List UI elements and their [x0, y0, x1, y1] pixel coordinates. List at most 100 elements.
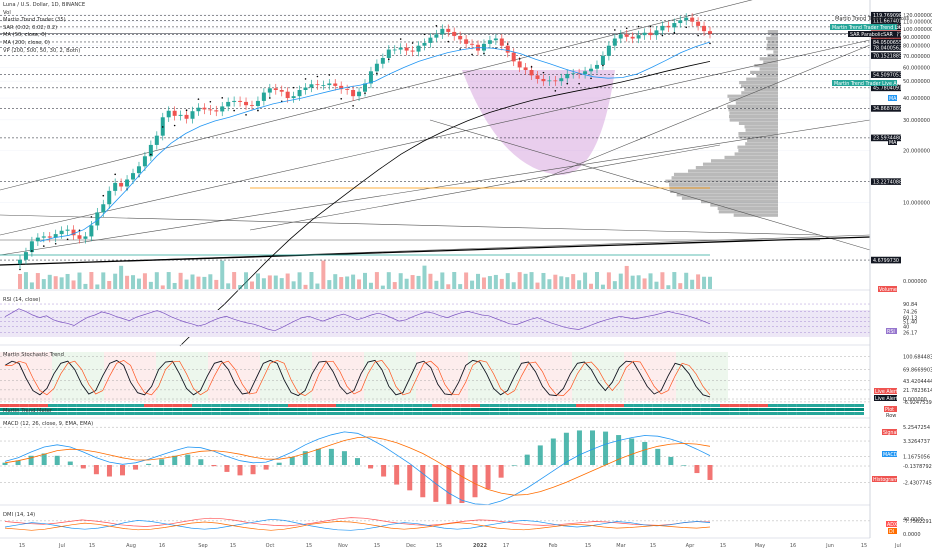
meter-cell [787, 408, 797, 411]
stoch-bg-band [364, 352, 416, 401]
meter-cell [797, 404, 807, 407]
macd-hist-bar [224, 465, 229, 472]
candle-body [672, 23, 676, 27]
macd-hist-bar [94, 465, 99, 474]
price-axis-label: 40.000000 [903, 96, 930, 102]
candle-body [583, 71, 587, 74]
time-axis-label: Feb [549, 543, 558, 549]
meter-cell [605, 408, 615, 411]
macd-hist-bar [198, 459, 203, 465]
sar-dot [685, 26, 687, 28]
candle-body [553, 80, 557, 81]
meter-cell [221, 408, 231, 411]
sar-dot [305, 78, 307, 80]
meter-cell [826, 404, 836, 407]
volume-bar [333, 274, 337, 289]
candle-body [494, 39, 498, 41]
volume-bar [54, 276, 58, 289]
price-tag: 4.6799730 [873, 258, 899, 264]
stoch-bg-band [312, 352, 364, 401]
candle-body [119, 183, 123, 187]
time-axis-label: Dec [406, 543, 416, 549]
volume-bar [660, 272, 664, 289]
legend-item-vol[interactable]: Vol [3, 10, 85, 18]
time-axis-label: 15 [436, 543, 442, 549]
candle-body [101, 204, 105, 212]
price-tag: 23.5934480 [873, 136, 902, 142]
meter-cell [115, 404, 125, 407]
candle-body [488, 40, 492, 44]
time-axis-label: 15 [650, 543, 656, 549]
meter-cell [442, 404, 452, 407]
meter-cell [662, 408, 672, 411]
candle-body [131, 173, 135, 179]
meter-cell [624, 412, 634, 415]
volume-bar [191, 274, 195, 289]
candle-body [458, 36, 462, 39]
macd-pane-label[interactable]: MACD (12, 26, close, 9, EMA, EMA) [3, 421, 93, 427]
rsi-pane-label[interactable]: RSI (14, close) [3, 297, 40, 303]
volume-bar [589, 284, 593, 289]
vp-bar [682, 197, 778, 200]
volume-bar [446, 284, 450, 289]
vp-bar [736, 101, 778, 104]
macd-hist-bar [107, 465, 112, 477]
macd-hist-bar [251, 465, 256, 474]
meter-cell [58, 412, 68, 415]
stoch-axis-label: 21.7823614 [903, 388, 932, 394]
meter-cell [250, 408, 260, 411]
meter-cell [518, 404, 528, 407]
stoch-pane-label[interactable]: Martin Stochastic Trend [3, 352, 64, 358]
candle-body [613, 39, 617, 46]
vp-bar [750, 71, 778, 74]
rsi-tag: RSI [887, 329, 895, 335]
vp-bar [746, 129, 778, 132]
meter-cell [86, 408, 96, 411]
meter-cell [144, 412, 154, 415]
legend-item-ma50[interactable]: MA (50, close, 0) [3, 32, 85, 40]
dmi-axis-label: 0.0000 [903, 532, 921, 538]
meter-cell [298, 412, 308, 415]
sar-dot [578, 83, 580, 85]
meter-cell [576, 408, 586, 411]
meter-cell [134, 412, 144, 415]
meter-cell [518, 412, 528, 415]
meter-cell [672, 412, 682, 415]
meter-cell [624, 404, 634, 407]
volume-bar [393, 282, 397, 289]
legend-item-sar[interactable]: SAR (0.02, 0.02, 0.2) [3, 25, 85, 33]
sar-dot [329, 74, 331, 76]
legend-item-vp[interactable]: VP (200, 500, 50, 30, 2, Both) [3, 48, 85, 56]
meter-cell [96, 408, 106, 411]
time-axis-label: 15 [89, 543, 95, 549]
sar-dot [412, 42, 414, 44]
sar-dot [91, 216, 93, 218]
macd-hist-bar [642, 442, 647, 465]
volume-bar [214, 280, 218, 289]
dmi-pane-label[interactable]: DMI (14, 14) [3, 512, 35, 518]
stoch-bg-band [0, 352, 52, 401]
price-axis-label: 0.000000 [903, 279, 927, 285]
legend-item-mtt[interactable]: Martin Trend Trader (35) [3, 17, 85, 25]
vp-bar [672, 176, 778, 179]
meter-cell [586, 408, 596, 411]
candle-body [357, 92, 361, 96]
meter-cell [211, 412, 221, 415]
meter-cell [710, 408, 720, 411]
meter-cell [221, 404, 231, 407]
legend-item-ma200[interactable]: MA (200, close, 0) [3, 40, 85, 48]
stoch-bg-band [416, 352, 468, 401]
candle-body [18, 260, 22, 264]
volume-bar [637, 275, 641, 289]
macd-hist-bar [146, 464, 151, 465]
volume-bar [268, 275, 272, 289]
macd-hist-bar [473, 465, 478, 497]
meter-pane-label[interactable]: Martin Trend Meter [3, 408, 52, 414]
histogram-tag: Histogram [873, 477, 898, 483]
volume-bar [649, 273, 653, 289]
meter-cell [710, 404, 720, 407]
vp-bar [766, 37, 778, 40]
candle-body [411, 51, 415, 52]
candle-body [42, 236, 46, 237]
